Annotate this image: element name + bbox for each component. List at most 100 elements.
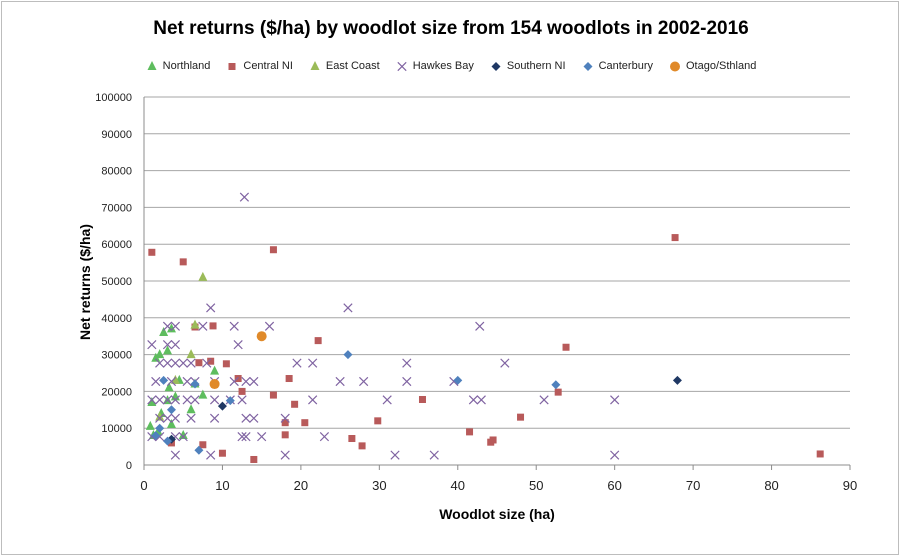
data-point: [241, 413, 251, 423]
x-tick-label: 50: [529, 478, 543, 493]
data-point: [453, 375, 463, 385]
data-point: [190, 319, 200, 329]
data-point: [234, 375, 242, 383]
data-point: [348, 435, 356, 443]
legend-label: Central NI: [243, 60, 293, 72]
x-tick-label: 70: [686, 478, 700, 493]
y-tick-label: 10000: [101, 423, 132, 435]
legend-label: Southern NI: [506, 60, 566, 72]
legend-item-otago-sthland: Otago/Sthland: [669, 60, 756, 72]
data-point: [209, 379, 220, 390]
data-point: [159, 327, 169, 337]
data-point: [229, 321, 239, 331]
x-tick-label: 30: [372, 478, 386, 493]
data-point: [186, 349, 196, 359]
data-point: [257, 432, 267, 442]
data-point: [166, 419, 176, 429]
data-point: [359, 376, 369, 387]
data-point: [308, 358, 318, 368]
data-point: [222, 360, 230, 368]
data-point: [186, 358, 196, 368]
data-point: [166, 323, 176, 333]
data-point: [170, 321, 181, 331]
y-tick-label: 0: [126, 460, 132, 472]
data-point: [280, 413, 290, 423]
series-canterbury: [151, 350, 561, 455]
data-point: [170, 374, 180, 384]
legend-marker-shape: [228, 63, 236, 70]
legend-marker-shape: [583, 62, 593, 71]
data-point: [194, 445, 204, 455]
data-point: [202, 358, 212, 368]
legend-marker-northland: [147, 61, 157, 70]
data-point: [466, 428, 474, 436]
data-point: [155, 349, 165, 359]
legend-item-canterbury: Canterbury: [582, 60, 653, 72]
data-point: [162, 321, 173, 331]
data-point: [671, 234, 679, 242]
data-point: [281, 431, 289, 439]
data-point: [170, 340, 181, 350]
data-point: [217, 401, 227, 411]
data-point: [163, 345, 173, 355]
data-point: [301, 419, 309, 427]
data-point: [195, 359, 203, 367]
data-point: [155, 423, 165, 433]
data-point: [489, 436, 497, 444]
x-tick-label: 80: [764, 478, 778, 493]
legend-label: Northland: [162, 60, 211, 72]
grid-layer: [144, 96, 850, 429]
data-point: [517, 413, 525, 421]
x-tick-label: 60: [607, 478, 621, 493]
legend: Northland Central NI East Coast Hawkes Bay S…: [2, 60, 900, 72]
legend-label: East Coast: [325, 60, 380, 72]
y-tick-label: 100000: [95, 92, 132, 104]
data-point: [256, 331, 267, 342]
data-point: [382, 395, 392, 405]
data-point: [218, 449, 226, 457]
y-axis-title: Net returns ($/ha): [77, 224, 93, 340]
data-point: [264, 321, 275, 331]
data-point: [241, 376, 251, 387]
y-tick-label: 50000: [101, 276, 132, 288]
legend-marker-shape: [491, 62, 501, 71]
data-point: [207, 357, 215, 365]
x-tick-label: 40: [451, 478, 465, 493]
data-point: [198, 389, 208, 399]
data-point: [162, 413, 173, 423]
data-point: [147, 396, 157, 406]
data-point: [314, 337, 322, 345]
data-point: [358, 442, 366, 450]
y-tick-label: 20000: [101, 386, 132, 398]
data-point: [178, 432, 188, 442]
data-point: [198, 271, 208, 281]
data-point: [562, 343, 570, 351]
data-point: [206, 303, 216, 313]
legend-label: Otago/Sthland: [685, 60, 757, 72]
y-tick-label: 60000: [101, 239, 132, 251]
data-point: [198, 321, 208, 331]
data-point: [225, 396, 235, 406]
x-tick-label: 0: [140, 478, 147, 493]
legend-marker-shape: [669, 61, 680, 72]
series-east-coast: [155, 271, 208, 421]
data-point: [610, 450, 620, 460]
data-point: [162, 395, 173, 405]
data-point: [238, 387, 246, 395]
data-point: [402, 358, 412, 368]
data-point: [280, 450, 290, 460]
data-point: [418, 395, 426, 403]
data-point: [147, 395, 157, 405]
data-point: [155, 358, 165, 368]
data-point: [239, 192, 250, 202]
data-point: [269, 391, 277, 399]
data-point: [178, 358, 188, 368]
data-point: [170, 450, 181, 460]
data-point: [178, 430, 188, 440]
data-point: [163, 436, 173, 446]
data-point: [159, 375, 169, 385]
legend-marker-otago-sthland: [669, 61, 680, 72]
legend-marker-shape: [397, 61, 407, 72]
data-point: [209, 413, 220, 423]
